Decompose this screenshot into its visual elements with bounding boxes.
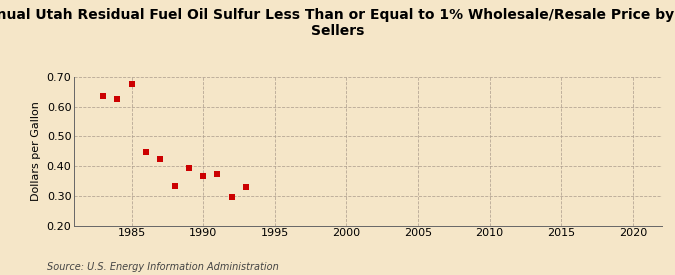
- Y-axis label: Dollars per Gallon: Dollars per Gallon: [31, 101, 41, 201]
- Point: [198, 174, 209, 179]
- Point: [126, 81, 137, 86]
- Point: [241, 185, 252, 189]
- Text: Annual Utah Residual Fuel Oil Sulfur Less Than or Equal to 1% Wholesale/Resale P: Annual Utah Residual Fuel Oil Sulfur Les…: [0, 8, 675, 38]
- Point: [212, 171, 223, 176]
- Point: [169, 184, 180, 188]
- Point: [112, 97, 123, 101]
- Text: Source: U.S. Energy Information Administration: Source: U.S. Energy Information Administ…: [47, 262, 279, 272]
- Point: [140, 150, 151, 154]
- Point: [184, 166, 194, 171]
- Point: [226, 195, 237, 199]
- Point: [155, 157, 165, 161]
- Point: [97, 94, 108, 98]
